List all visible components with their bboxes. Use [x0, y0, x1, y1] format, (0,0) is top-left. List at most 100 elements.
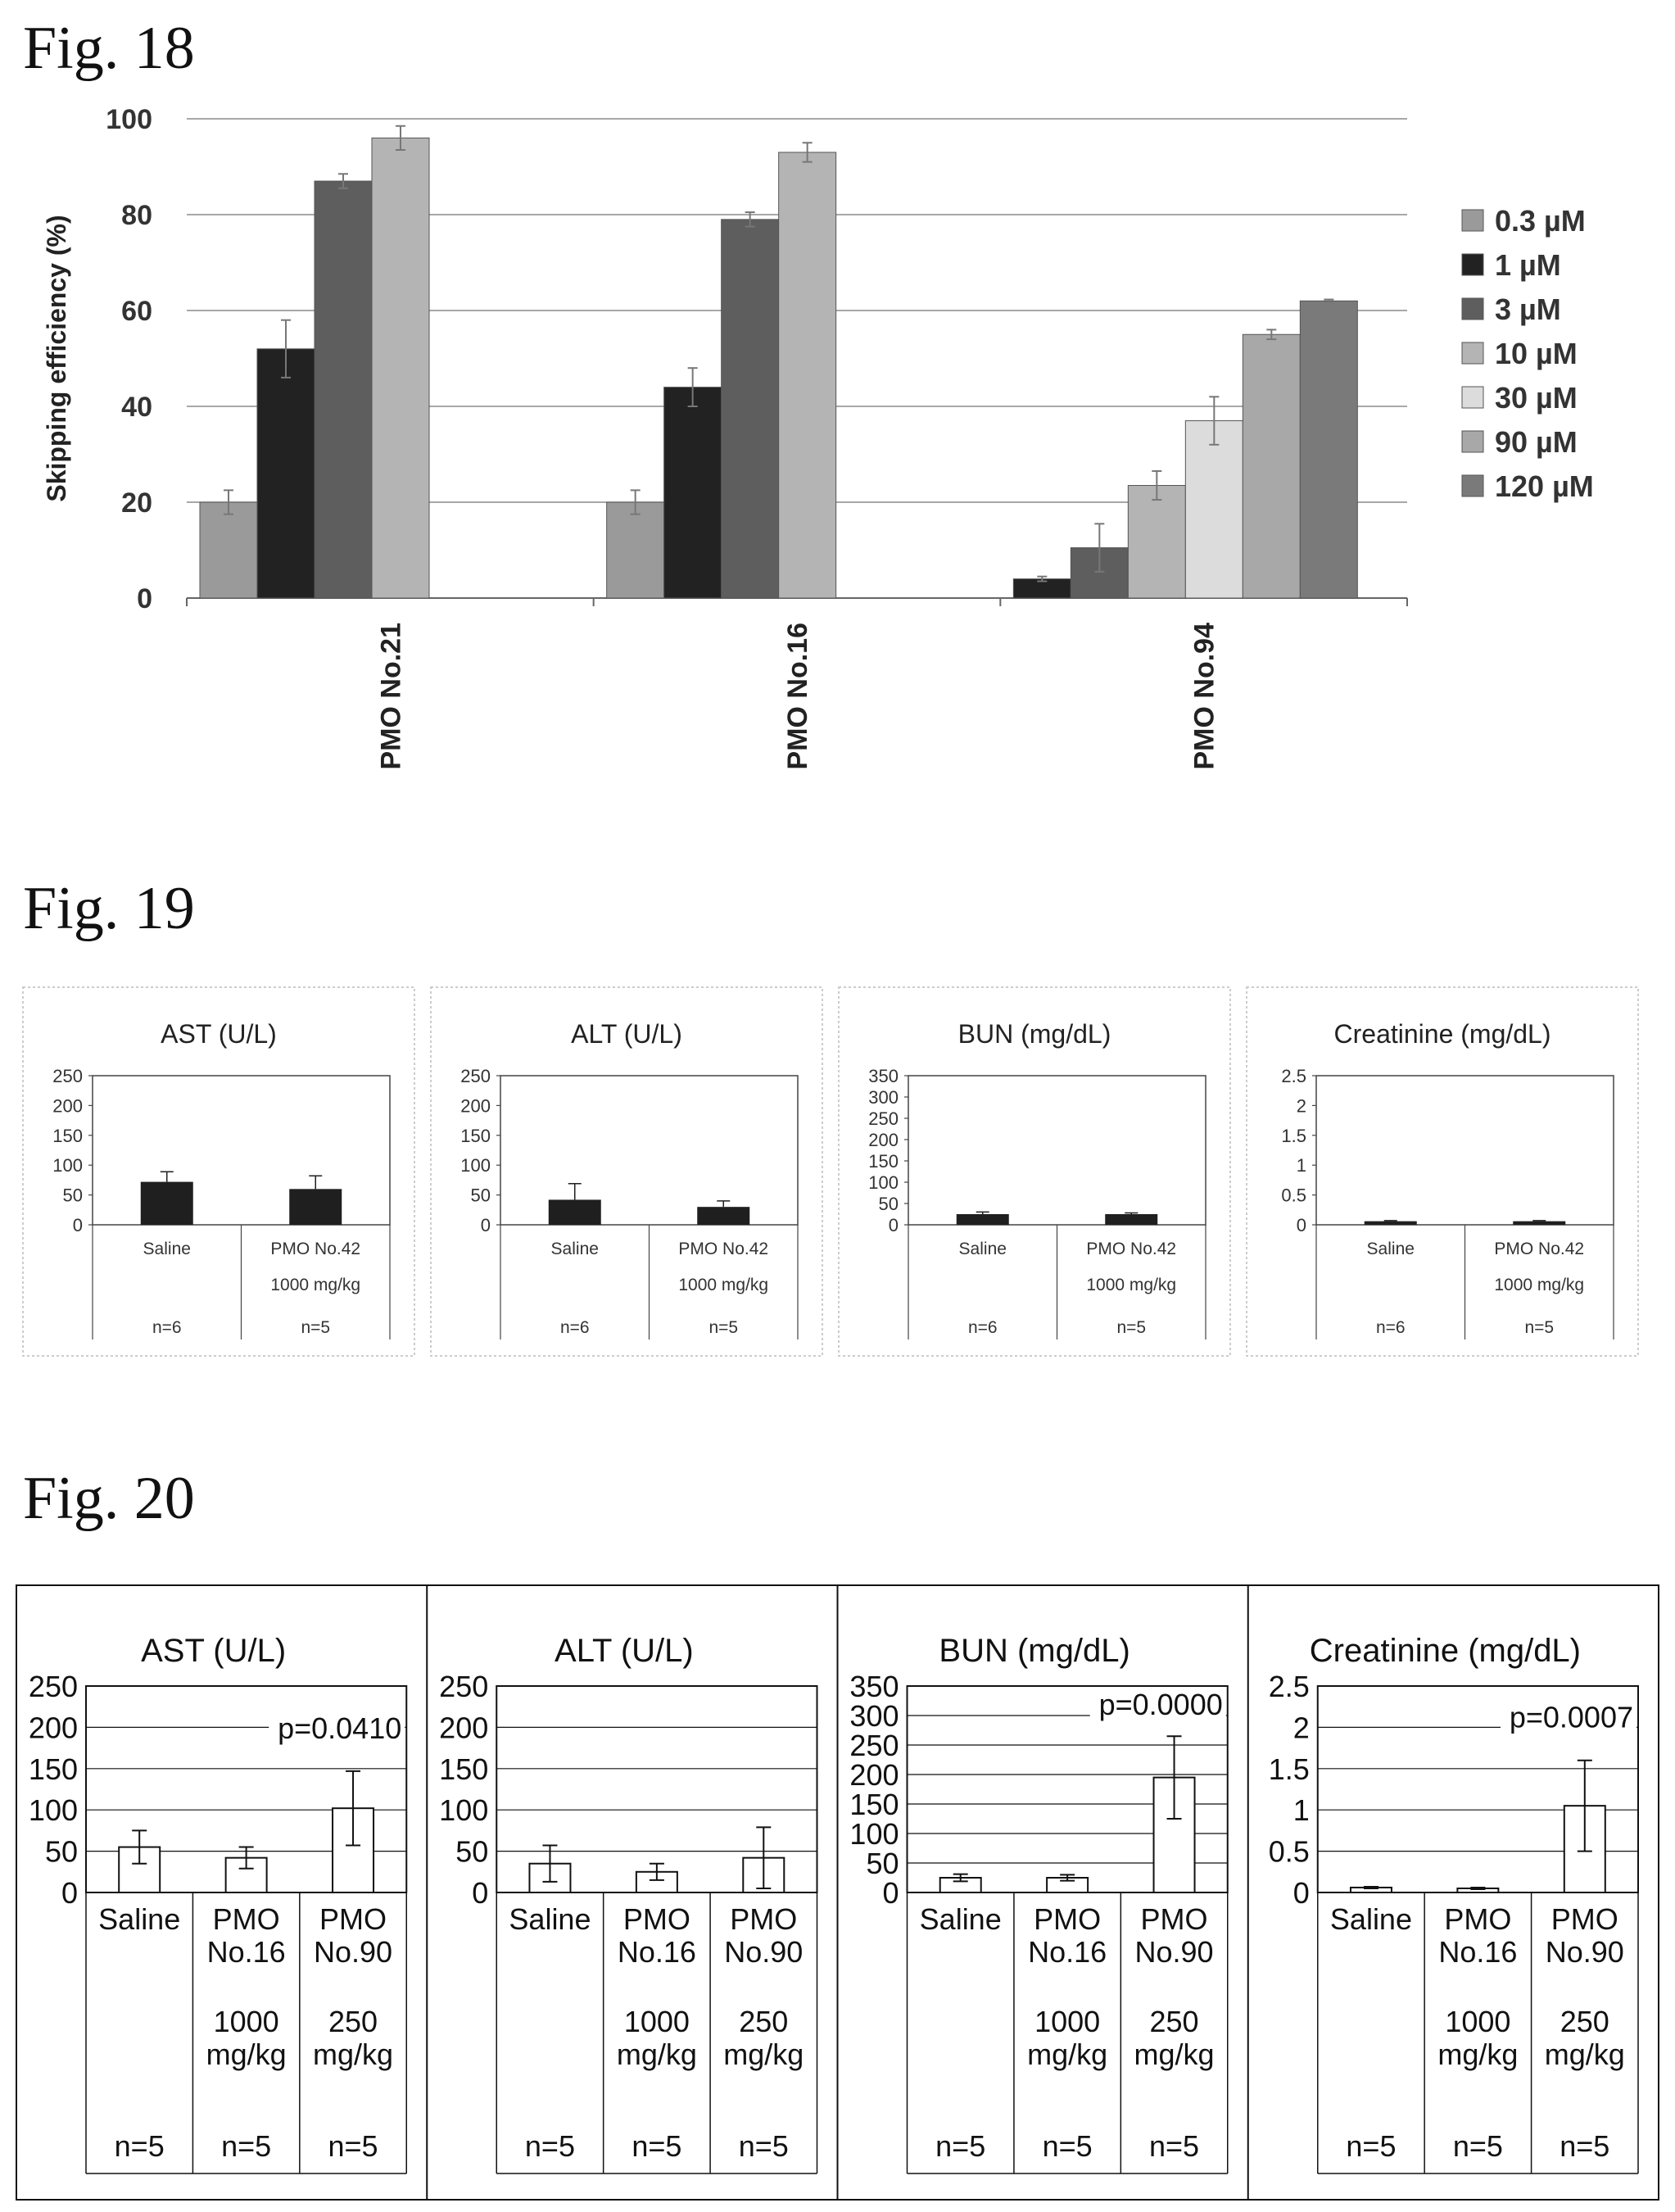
p-value-label: p=0.0000: [1099, 1688, 1223, 1721]
y-tick-label: 40: [121, 392, 152, 423]
legend-label: 10 µM: [1495, 337, 1578, 370]
legend-label: 120 µM: [1495, 469, 1594, 503]
group-label: Saline: [143, 1240, 191, 1258]
legend-swatch: [1461, 430, 1484, 453]
category-label: PMO No.21: [375, 623, 406, 769]
group-n: n=5: [301, 1318, 330, 1337]
y-tick-label: 0.5: [1281, 1185, 1306, 1206]
group-label: No.90: [1135, 1935, 1214, 1969]
group-n: n=5: [1560, 2129, 1609, 2163]
y-tick-label: 80: [121, 200, 152, 231]
group-dose: mg/kg: [617, 2037, 697, 2071]
y-tick-label: 50: [471, 1185, 491, 1206]
p-value-background: [1501, 1701, 1637, 1736]
group-dose: 1000 mg/kg: [1494, 1276, 1584, 1294]
panel-border: [430, 986, 823, 1357]
group-n: n=5: [115, 2129, 165, 2163]
p-value-label: p=0.0007: [1510, 1701, 1633, 1734]
legend-swatch: [1461, 209, 1484, 232]
y-tick-label: 250: [460, 1066, 491, 1086]
group-dose: mg/kg: [313, 2037, 393, 2071]
p-value-background: [1089, 1688, 1226, 1723]
y-tick-label: 0: [472, 1876, 488, 1910]
plot-area: [908, 1075, 1206, 1226]
plot-area: [1315, 1075, 1614, 1226]
group-label: Saline: [98, 1902, 180, 1936]
group-label: PMO No.42: [1086, 1240, 1176, 1258]
y-tick-label: 300: [868, 1087, 899, 1108]
group-label: Saline: [920, 1902, 1002, 1936]
figure-19-label: Fig. 19: [23, 875, 195, 942]
bar: [528, 1862, 572, 1893]
p-value-label: p=0.0410: [278, 1711, 401, 1745]
y-tick-label: 2: [1293, 1711, 1310, 1744]
bar: [256, 348, 315, 599]
y-tick-label: 200: [29, 1711, 78, 1744]
group-label: PMO: [1141, 1902, 1208, 1936]
y-tick-label: 150: [29, 1752, 78, 1786]
group-label: Saline: [551, 1240, 599, 1258]
group-label: PMO No.42: [678, 1240, 768, 1258]
y-tick-label: 250: [849, 1729, 899, 1762]
legend-swatch: [1461, 342, 1484, 365]
y-tick-label: 250: [52, 1066, 83, 1086]
bar: [1513, 1221, 1566, 1225]
group-n: n=5: [1149, 2129, 1199, 2163]
y-tick-label: 0: [1297, 1215, 1306, 1235]
y-tick-label: 50: [866, 1847, 899, 1880]
y-tick-label: 200: [52, 1095, 83, 1116]
panel-title: ALT (U/L): [571, 1019, 682, 1049]
y-tick-label: 0: [61, 1876, 78, 1910]
bar: [289, 1189, 342, 1225]
y-tick-label: 350: [849, 1670, 899, 1703]
y-tick-label: 250: [29, 1670, 78, 1703]
legend-swatch: [1461, 474, 1484, 497]
bar: [1242, 333, 1301, 599]
group-dose: 1000: [214, 2005, 279, 2038]
bar: [314, 180, 373, 599]
group-n: n=5: [328, 2129, 378, 2163]
group-n: n=5: [221, 2129, 271, 2163]
y-tick-label: 2.5: [1281, 1066, 1306, 1086]
group-n: n=6: [152, 1318, 182, 1337]
y-tick-label: 0: [889, 1215, 899, 1235]
y-tick-label: 250: [439, 1670, 488, 1703]
panel-title: Creatinine (mg/dL): [1334, 1019, 1551, 1049]
legend-swatch: [1461, 253, 1484, 276]
y-tick-label: 1: [1297, 1155, 1306, 1176]
group-n: n=5: [935, 2129, 985, 2163]
group-n: n=5: [708, 1318, 738, 1337]
y-tick-label: 1: [1293, 1793, 1310, 1827]
group-label: Saline: [959, 1240, 1007, 1258]
panel-border: [838, 986, 1231, 1357]
y-tick-label: 200: [460, 1095, 491, 1116]
group-dose: mg/kg: [723, 2037, 804, 2071]
group-label: No.16: [207, 1935, 286, 1969]
legend-label: 30 µM: [1495, 381, 1578, 415]
y-tick-label: 2: [1297, 1095, 1306, 1116]
legend-swatch: [1461, 386, 1484, 409]
y-tick-label: 0.5: [1269, 1835, 1310, 1869]
fig20-panel-charts: AST (U/L)050100150200250Salinen=5PMONo.1…: [16, 1584, 1659, 2201]
group-label: PMO: [1551, 1902, 1618, 1936]
panel-title: Creatinine (mg/dL): [1310, 1633, 1581, 1669]
bar: [371, 137, 430, 599]
group-n: n=5: [1346, 2129, 1396, 2163]
group-dose: mg/kg: [206, 2037, 287, 2071]
y-tick-label: 300: [849, 1699, 899, 1733]
group-dose: 250: [1560, 2005, 1609, 2038]
y-tick-label: 50: [455, 1835, 488, 1869]
y-tick-label: 100: [106, 104, 152, 135]
group-label: No.90: [314, 1935, 392, 1969]
y-tick-label: 150: [460, 1126, 491, 1146]
group-n: n=5: [1524, 1318, 1554, 1337]
y-tick-label: 100: [439, 1793, 488, 1827]
group-n: n=5: [1116, 1318, 1146, 1337]
y-tick-label: 20: [121, 487, 152, 519]
y-tick-label: 200: [849, 1758, 899, 1792]
category-label: PMO No.16: [782, 623, 813, 769]
fig18-bar-chart: 0 20 40 60 80 100 PMO No.21 PMO No.16 PMO No.94 S…: [42, 104, 1594, 769]
group-label: PMO: [730, 1902, 797, 1936]
group-label: PMO: [623, 1902, 690, 1936]
group-n: n=6: [560, 1318, 590, 1337]
